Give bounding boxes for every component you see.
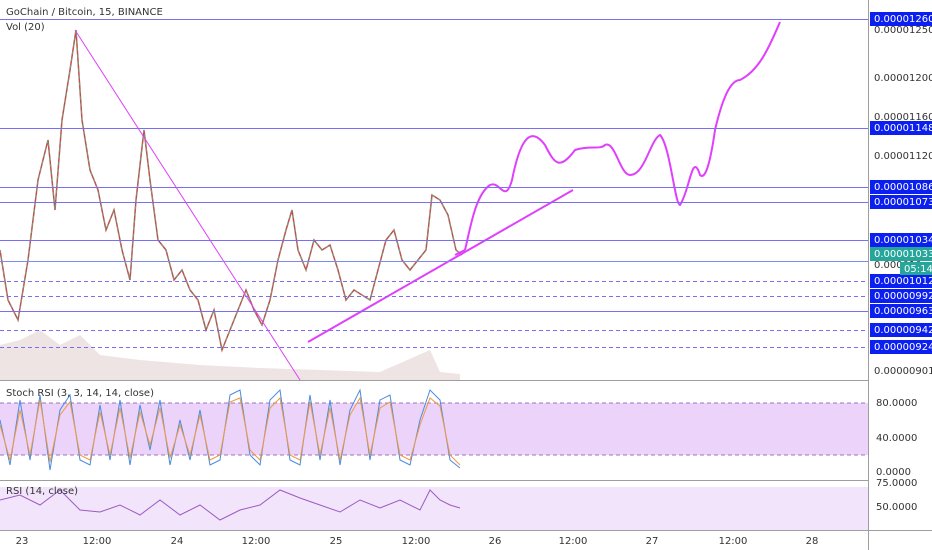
price-scale-label: 0.00001250 — [874, 25, 932, 36]
stoch-title: Stoch RSI (3, 3, 14, 14, close) — [6, 388, 154, 399]
time-label: 23 — [16, 536, 29, 547]
time-label: 12:00 — [402, 536, 431, 547]
volume-area — [0, 330, 460, 380]
price-level-label: 0.00001034 — [874, 235, 932, 246]
price-level-badge — [870, 274, 932, 288]
rsi-line — [0, 489, 461, 521]
time-label: 26 — [489, 536, 502, 547]
price-scale-label: 0.00001160 — [874, 112, 932, 123]
price-level-label: 0.00001148 — [874, 123, 932, 134]
last-price-label: 0.00001033 — [874, 249, 932, 260]
volume-title: Vol (20) — [6, 22, 45, 33]
price-level-label: 0.00001012 — [874, 276, 932, 287]
price-level-label: 0.00000992 — [874, 291, 932, 302]
price-level-badge — [870, 323, 932, 337]
time-label: 12:00 — [719, 536, 748, 547]
price-level-badge — [870, 340, 932, 354]
price-level-label: 0.00000942 — [874, 325, 932, 336]
time-label: 12:00 — [242, 536, 271, 547]
countdown-badge — [900, 262, 932, 275]
time-label: 28 — [806, 536, 819, 547]
stoch-scale-label: 0.0000 — [876, 467, 911, 478]
stoch-scale-label: 80.0000 — [876, 398, 917, 409]
price-scale-label: 0.00000901 — [874, 366, 932, 377]
stoch-d — [0, 396, 461, 466]
countdown-label: 05:14 — [904, 264, 932, 275]
price-level-badge — [870, 195, 932, 209]
time-label: 12:00 — [559, 536, 588, 547]
time-label: 27 — [646, 536, 659, 547]
price-level-badge — [870, 304, 932, 318]
trend-line — [454, 249, 466, 256]
rsi-scale-label: 75.0000 — [876, 478, 917, 489]
price-level-badge — [870, 121, 932, 135]
price-level-label: 0.00001260 — [874, 14, 932, 25]
trend-line — [74, 29, 301, 381]
price-level-label: 0.00000963 — [874, 306, 932, 317]
trend-line — [307, 189, 574, 343]
stoch-band — [0, 403, 868, 455]
price-level-label: 0.00000924 — [874, 342, 932, 353]
price-level-badge — [870, 180, 932, 194]
price-level-badge — [870, 289, 932, 303]
rsi-title: RSI (14, close) — [6, 486, 78, 497]
symbol-title: GoChain / Bitcoin, 15, BINANCE — [6, 7, 163, 18]
price-scale-label: 0.00001200 — [874, 73, 932, 84]
price-line-up — [0, 29, 463, 352]
price-level-badge — [870, 12, 932, 26]
price-level-label: 0.00001073 — [874, 197, 932, 208]
stoch-scale-label: 40.0000 — [876, 433, 917, 444]
price-level-badge — [870, 233, 932, 247]
time-label: 25 — [330, 536, 343, 547]
last-price-badge — [870, 247, 932, 261]
forecast-curve — [464, 21, 781, 251]
time-label: 12:00 — [83, 536, 112, 547]
price-scale-label: 0.00001120 — [874, 151, 932, 162]
time-label: 24 — [171, 536, 184, 547]
price-scale-label: 0.000010 — [874, 260, 922, 271]
price-level-label: 0.00001086 — [874, 182, 932, 193]
rsi-scale-label: 50.0000 — [876, 502, 917, 513]
